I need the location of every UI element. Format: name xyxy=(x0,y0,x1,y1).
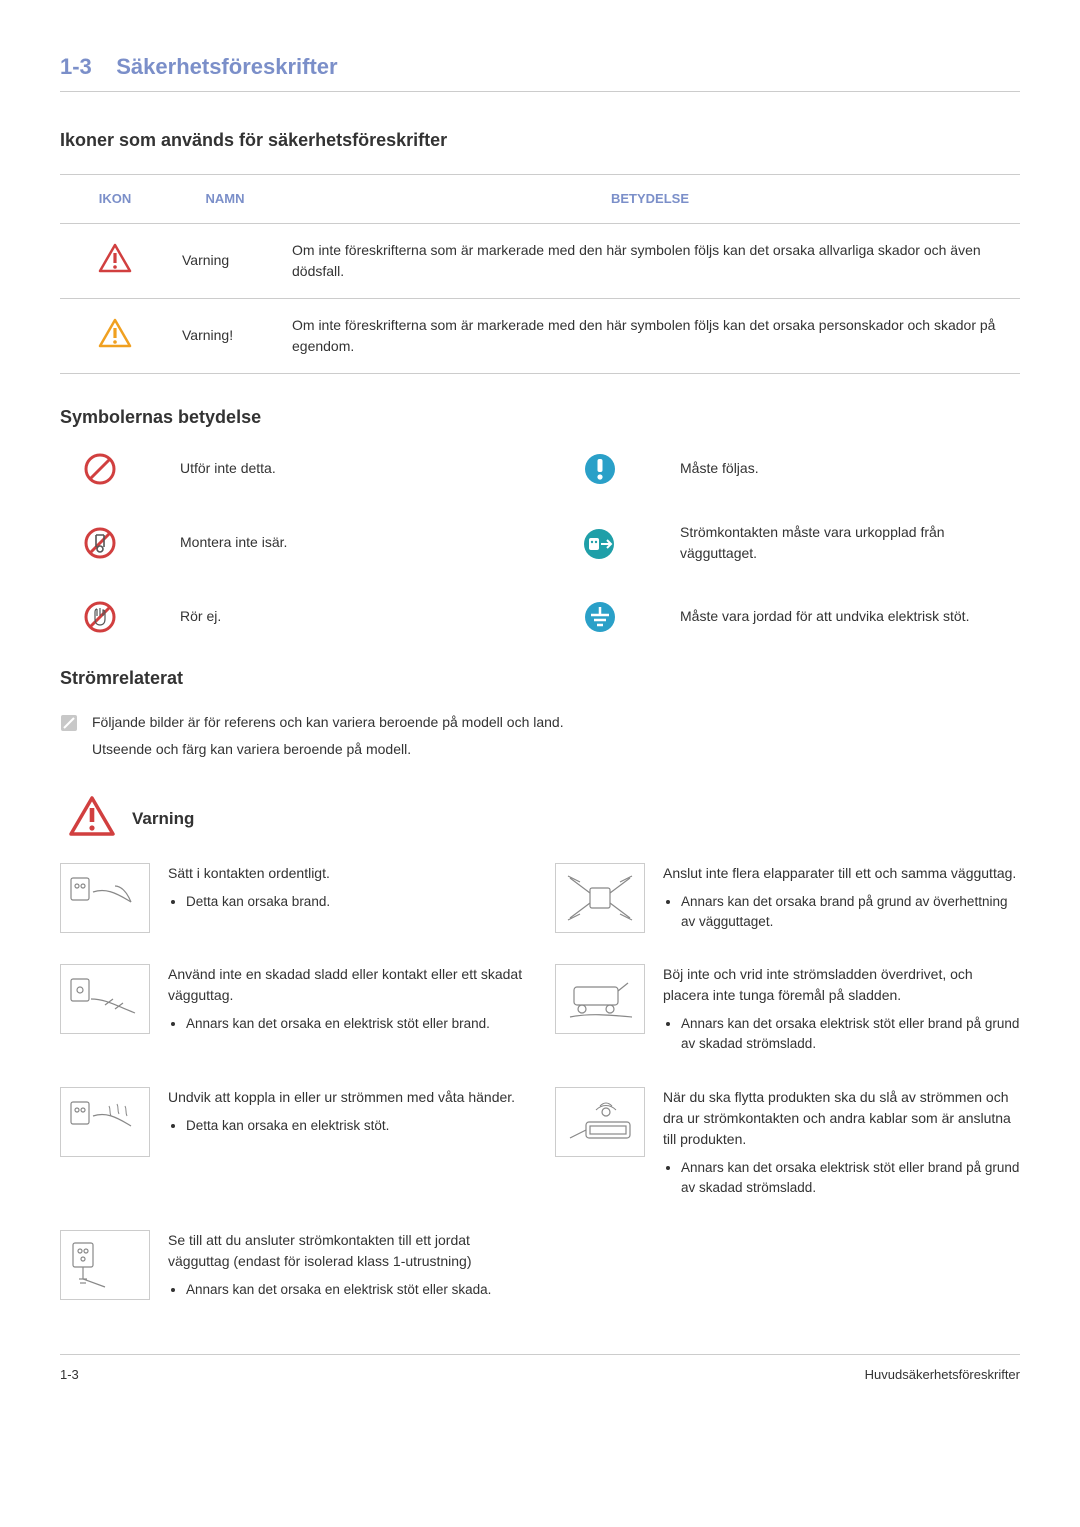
th-meaning: BETYDELSE xyxy=(280,175,1020,224)
tip-bullet: Annars kan det orsaka elektrisk stöt ell… xyxy=(681,1014,1020,1055)
page-footer: 1-3 Huvudsäkerhetsföreskrifter xyxy=(60,1354,1020,1385)
tip-bullet: Detta kan orsaka brand. xyxy=(186,892,525,912)
tip-bullet: Annars kan det orsaka en elektrisk stöt … xyxy=(186,1280,525,1300)
row-meaning: Om inte föreskrifterna som är markerade … xyxy=(280,223,1020,298)
warning-red-icon xyxy=(60,223,170,298)
note-icon xyxy=(60,714,78,732)
row-name: Varning! xyxy=(170,298,280,373)
row-meaning: Om inte föreskrifterna som är markerade … xyxy=(280,298,1020,373)
tip-title: Anslut inte flera elapparater till ett o… xyxy=(663,863,1020,884)
tip-image xyxy=(60,1087,150,1157)
ground-icon xyxy=(570,599,630,635)
tip-title: När du ska flytta produkten ska du slå a… xyxy=(663,1087,1020,1150)
tip-title: Böj inte och vrid inte strömsladden över… xyxy=(663,964,1020,1006)
warning-red-icon-large xyxy=(68,795,116,843)
tip-title: Använd inte en skadad sladd eller kontak… xyxy=(168,964,525,1006)
th-icon: IKON xyxy=(60,175,170,224)
symbol-label: Måste följas. xyxy=(680,458,1020,479)
tip-item: Se till att du ansluter strömkontakten t… xyxy=(60,1230,525,1304)
tip-item: Anslut inte flera elapparater till ett o… xyxy=(555,863,1020,937)
tip-title: Se till att du ansluter strömkontakten t… xyxy=(168,1230,525,1272)
unplug-icon xyxy=(570,526,630,560)
tip-image xyxy=(60,1230,150,1300)
tip-bullet: Annars kan det orsaka brand på grund av … xyxy=(681,892,1020,933)
tip-item: När du ska flytta produkten ska du slå a… xyxy=(555,1087,1020,1203)
prohibit-icon xyxy=(70,451,130,487)
tip-image xyxy=(555,964,645,1034)
no-touch-icon xyxy=(70,599,130,635)
tip-item: Böj inte och vrid inte strömsladden över… xyxy=(555,964,1020,1059)
tip-item: Använd inte en skadad sladd eller kontak… xyxy=(60,964,525,1059)
th-name: NAMN xyxy=(170,175,280,224)
tip-image xyxy=(60,964,150,1034)
tips-grid: Sätt i kontakten ordentligt. Detta kan o… xyxy=(60,863,1020,1305)
footer-left: 1-3 xyxy=(60,1365,79,1385)
note-text: Följande bilder är för referens och kan … xyxy=(92,712,564,733)
table-row: Varning Om inte föreskrifterna som är ma… xyxy=(60,223,1020,298)
note-row: Följande bilder är för referens och kan … xyxy=(60,712,1020,760)
symbol-label: Måste vara jordad för att undvika elektr… xyxy=(680,606,1020,627)
warning-label: Varning xyxy=(132,806,194,832)
symbol-label: Montera inte isär. xyxy=(180,532,520,553)
icon-table: IKON NAMN BETYDELSE Varning Om inte före… xyxy=(60,174,1020,374)
no-disassemble-icon xyxy=(70,525,130,561)
tip-image xyxy=(60,863,150,933)
symbol-label: Utför inte detta. xyxy=(180,458,520,479)
table-row: Varning! Om inte föreskrifterna som är m… xyxy=(60,298,1020,373)
subheader-icons: Ikoner som används för säkerhetsföreskri… xyxy=(60,127,1020,154)
symbol-label: Rör ej. xyxy=(180,606,520,627)
must-follow-icon xyxy=(570,451,630,487)
footer-right: Huvudsäkerhetsföreskrifter xyxy=(865,1365,1020,1385)
symbol-grid: Utför inte detta. Måste följas. Montera … xyxy=(70,451,1020,635)
tip-bullet: Annars kan det orsaka elektrisk stöt ell… xyxy=(681,1158,1020,1199)
note-text: Utseende och färg kan variera beroende p… xyxy=(92,739,564,760)
warning-heading: Varning xyxy=(68,795,1020,843)
symbol-label: Strömkontakten måste vara urkopplad från… xyxy=(680,522,1020,564)
tip-bullet: Detta kan orsaka en elektrisk stöt. xyxy=(186,1116,525,1136)
section-number: 1-3 xyxy=(60,54,92,79)
tip-image xyxy=(555,863,645,933)
subheader-symbols: Symbolernas betydelse xyxy=(60,404,1020,431)
tip-item: Sätt i kontakten ordentligt. Detta kan o… xyxy=(60,863,525,937)
tip-title: Undvik att koppla in eller ur strömmen m… xyxy=(168,1087,525,1108)
tip-bullet: Annars kan det orsaka en elektrisk stöt … xyxy=(186,1014,525,1034)
subheader-power: Strömrelaterat xyxy=(60,665,1020,692)
section-header: 1-3 Säkerhetsföreskrifter xyxy=(60,50,1020,92)
section-title: Säkerhetsföreskrifter xyxy=(116,54,337,79)
tip-title: Sätt i kontakten ordentligt. xyxy=(168,863,525,884)
row-name: Varning xyxy=(170,223,280,298)
warning-orange-icon xyxy=(60,298,170,373)
tip-item: Undvik att koppla in eller ur strömmen m… xyxy=(60,1087,525,1203)
tip-image xyxy=(555,1087,645,1157)
